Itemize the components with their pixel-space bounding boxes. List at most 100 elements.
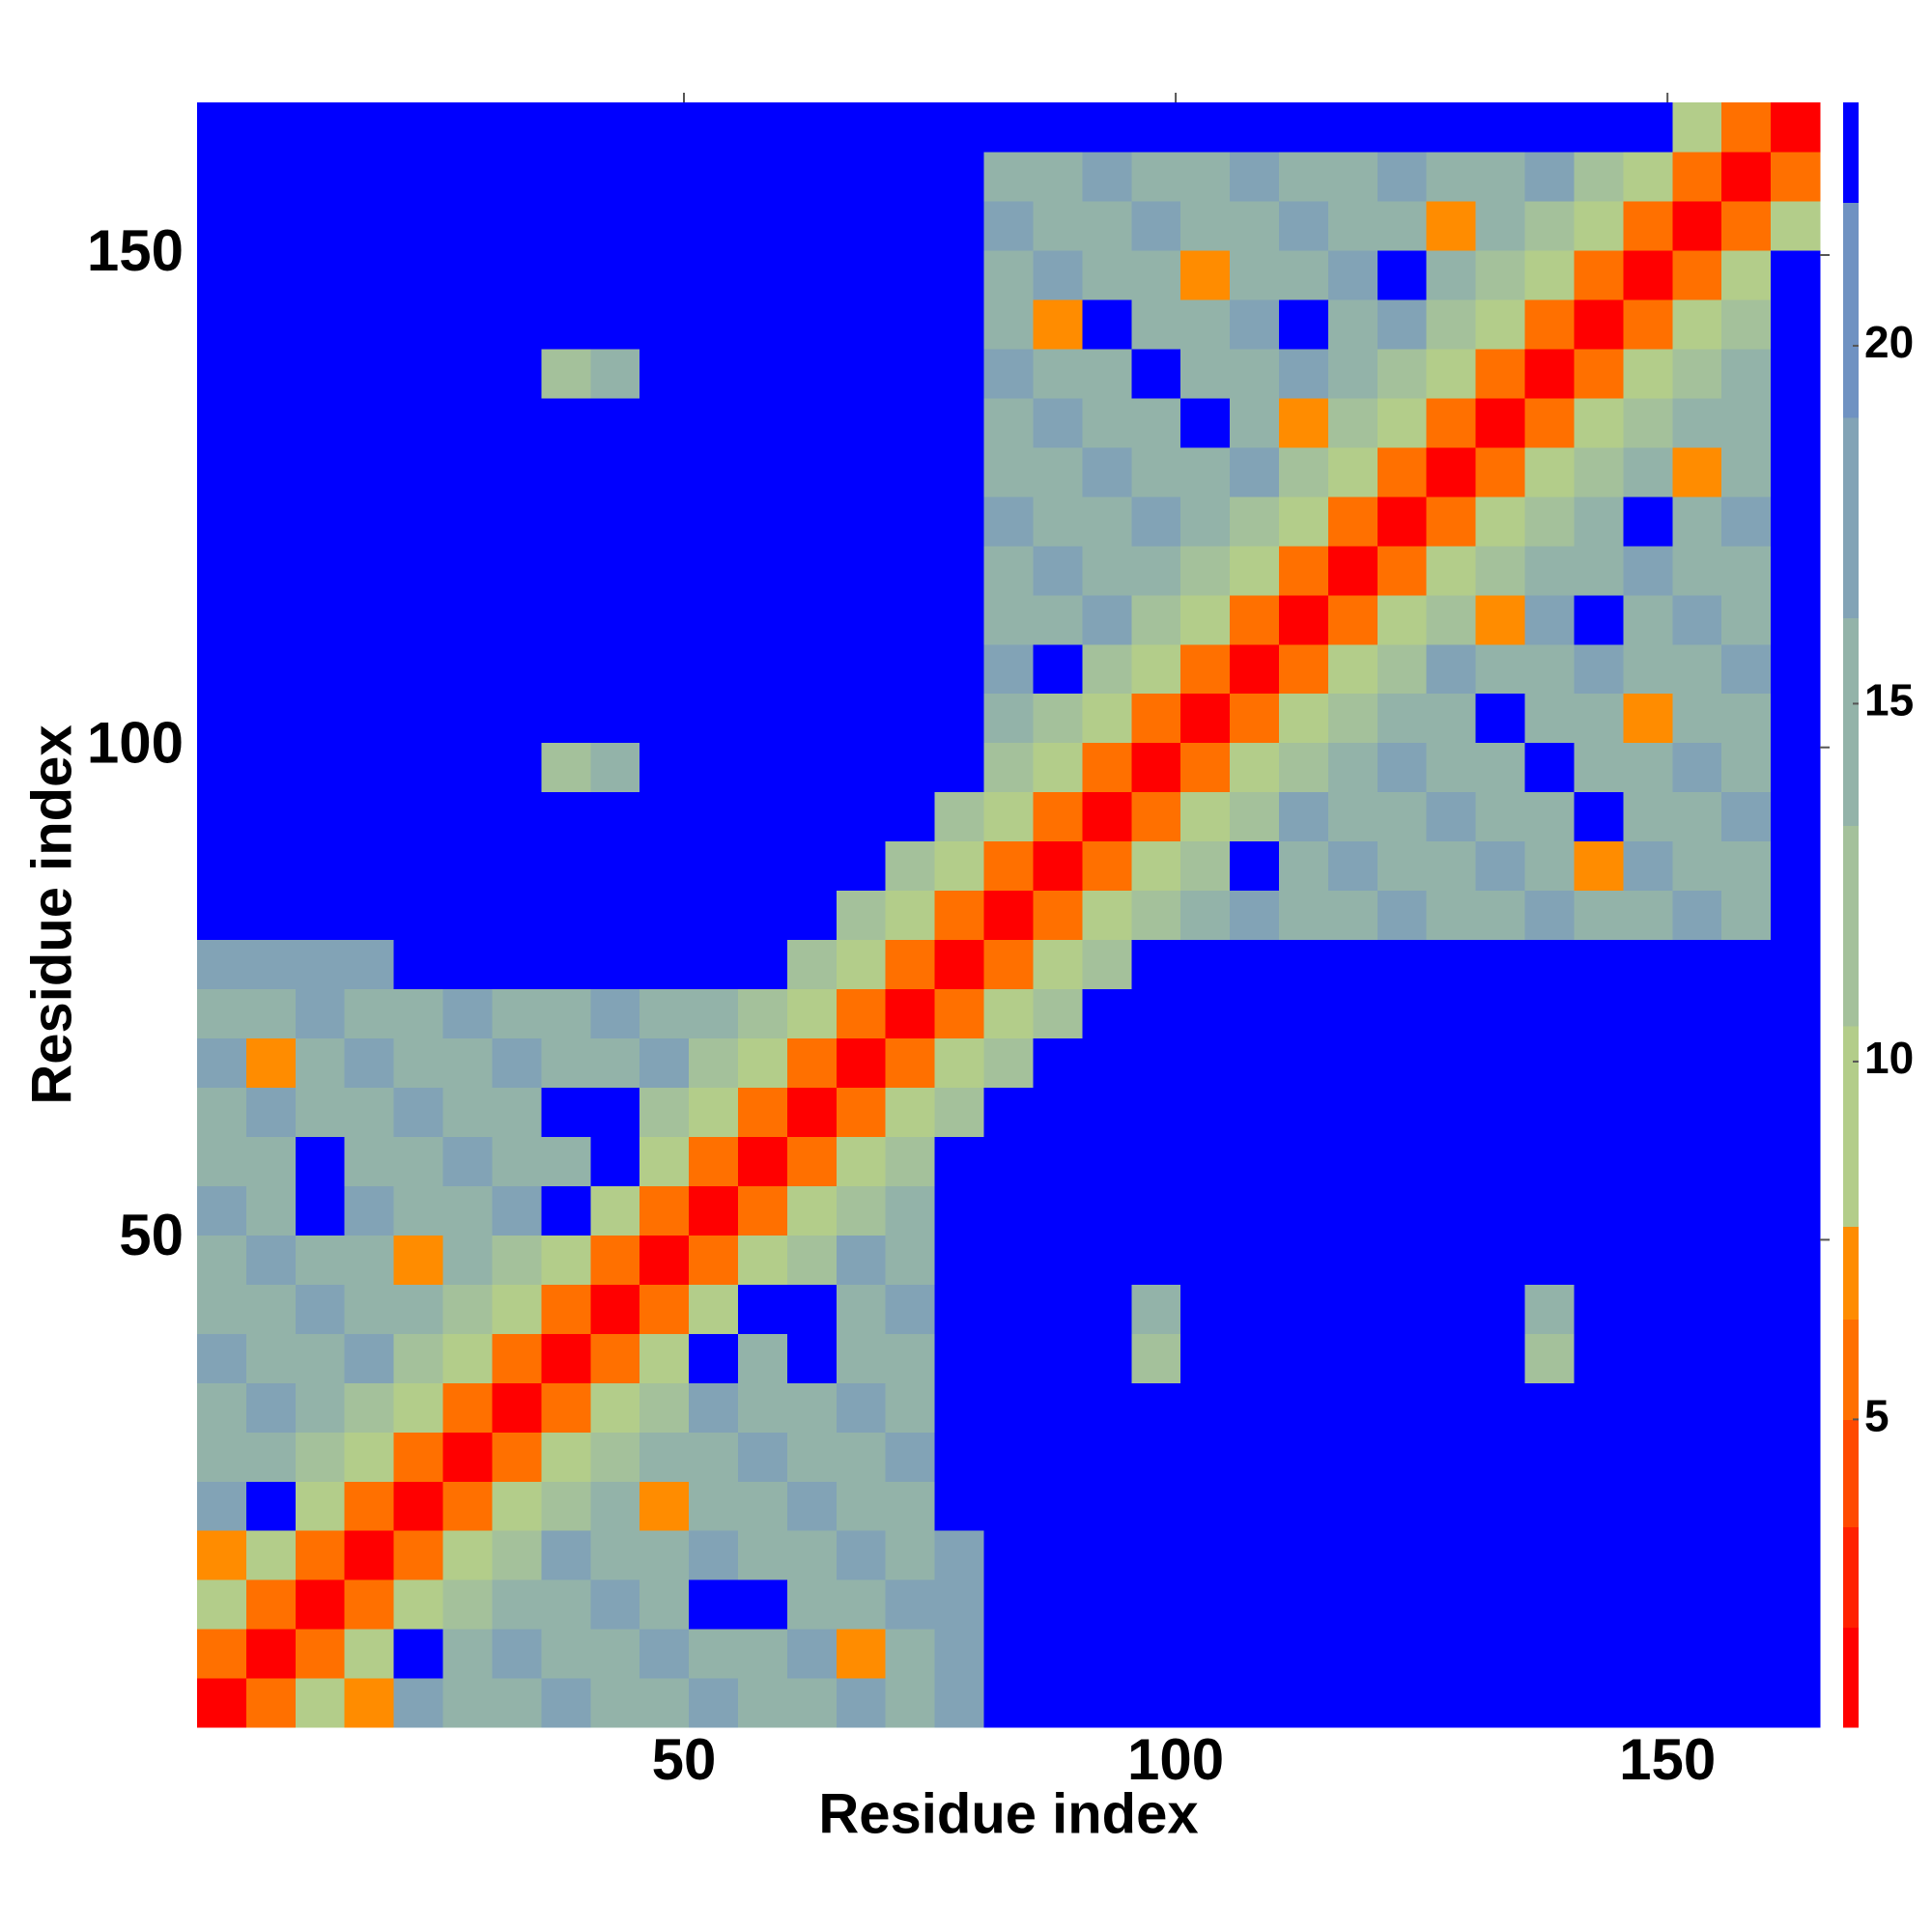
heatmap-cell — [1426, 643, 1477, 695]
heatmap-cell — [934, 1382, 985, 1433]
heatmap-cell — [786, 200, 838, 251]
heatmap-cell — [1771, 1481, 1821, 1531]
heatmap-cell — [934, 348, 985, 399]
heatmap-cell — [1180, 1678, 1231, 1728]
heatmap-cell — [983, 1087, 1035, 1137]
heatmap-cell — [1672, 1333, 1722, 1383]
heatmap-cell — [1131, 1382, 1181, 1433]
heatmap-cell — [1377, 840, 1428, 892]
heatmap-cell — [885, 1432, 936, 1482]
heatmap-cell — [245, 545, 297, 596]
heatmap-cell — [1574, 348, 1624, 399]
heatmap-cell — [245, 1037, 297, 1088]
heatmap-cell — [1279, 1579, 1329, 1630]
heatmap-cell — [1574, 1678, 1624, 1728]
heatmap-cell — [934, 1185, 985, 1236]
heatmap-cell — [590, 643, 640, 695]
heatmap-cell — [1623, 1136, 1673, 1186]
heatmap-cell — [639, 200, 690, 251]
heatmap-cell — [639, 594, 690, 645]
heatmap-cell — [492, 1481, 542, 1531]
heatmap-cell — [442, 1530, 494, 1580]
heatmap-cell — [541, 1185, 591, 1236]
heatmap-cell — [245, 298, 297, 350]
heatmap-cell — [197, 1087, 247, 1137]
heatmap-cell — [1377, 643, 1428, 695]
heatmap-cell — [1327, 1481, 1378, 1531]
heatmap-cell — [1279, 1481, 1329, 1531]
heatmap-cell — [1377, 446, 1428, 497]
heatmap-cell — [197, 1678, 247, 1728]
heatmap-cell — [1327, 1530, 1378, 1580]
heatmap-cell — [1574, 397, 1624, 448]
heatmap-cell — [885, 1037, 936, 1088]
heatmap-cell — [689, 1432, 739, 1482]
heatmap-cell — [590, 397, 640, 448]
heatmap-cell — [1033, 594, 1083, 645]
heatmap-cell — [541, 1235, 591, 1285]
heatmap-cell — [344, 791, 395, 842]
heatmap-cell — [197, 890, 247, 941]
heatmap-cell — [1721, 446, 1772, 497]
heatmap-cell — [295, 1579, 346, 1630]
heatmap-cell — [738, 1530, 788, 1580]
heatmap-cell — [295, 693, 346, 744]
heatmap-cell — [836, 1432, 887, 1482]
heatmap-cell — [295, 397, 346, 448]
y-axis-label: Residue index — [20, 724, 83, 1104]
heatmap-cell — [1082, 693, 1132, 744]
heatmap-cell — [1574, 939, 1624, 990]
heatmap-cell — [836, 1382, 887, 1433]
heatmap-cell — [344, 1481, 395, 1531]
heatmap-cell — [197, 939, 247, 990]
heatmap-cell — [1377, 1235, 1428, 1285]
heatmap-cell — [1230, 545, 1280, 596]
heatmap-cell — [1327, 791, 1378, 842]
heatmap-cell — [541, 1333, 591, 1383]
heatmap-cell — [836, 1579, 887, 1630]
heatmap-cell — [934, 1087, 985, 1137]
heatmap-cell — [639, 1432, 690, 1482]
heatmap-cell — [836, 446, 887, 497]
heatmap-cell — [1377, 1087, 1428, 1137]
heatmap-cell — [1279, 200, 1329, 251]
heatmap-cell — [738, 1432, 788, 1482]
heatmap-cell — [590, 742, 640, 793]
heatmap-cell — [197, 1629, 247, 1679]
heatmap-cell — [590, 1530, 640, 1580]
heatmap-cell — [1623, 545, 1673, 596]
heatmap-cell — [1426, 890, 1477, 941]
heatmap-cell — [1721, 151, 1772, 202]
heatmap-cell — [442, 1678, 494, 1728]
heatmap-cell — [738, 200, 788, 251]
heatmap-cell — [836, 643, 887, 695]
heatmap-cell — [245, 1235, 297, 1285]
heatmap-cell — [1721, 840, 1772, 892]
heatmap-cell — [1279, 594, 1329, 645]
heatmap-cell — [1033, 1530, 1083, 1580]
heatmap-cell — [492, 102, 542, 153]
heatmap-cell — [1721, 249, 1772, 300]
heatmap-cell — [1771, 1432, 1821, 1482]
heatmap-cell — [885, 1185, 936, 1236]
heatmap-cell — [1230, 249, 1280, 300]
heatmap-cell — [541, 939, 591, 990]
heatmap-cell — [1279, 397, 1329, 448]
heatmap-cell — [1524, 1333, 1576, 1383]
heatmap-cell — [836, 840, 887, 892]
heatmap-cell — [934, 151, 985, 202]
heatmap-cell — [1180, 397, 1231, 448]
heatmap-cell — [442, 693, 494, 744]
heatmap-cell — [1327, 1284, 1378, 1334]
heatmap-cell — [786, 693, 838, 744]
heatmap-cell — [442, 151, 494, 202]
heatmap-cell — [934, 446, 985, 497]
heatmap-cell — [344, 446, 395, 497]
heatmap-cell — [836, 151, 887, 202]
y-tick-label: 150 — [87, 218, 184, 283]
heatmap-cell — [1377, 1185, 1428, 1236]
heatmap-cell — [442, 1432, 494, 1482]
heatmap-cell — [1721, 496, 1772, 547]
heatmap-cell — [885, 249, 936, 300]
heatmap-cell — [885, 496, 936, 547]
